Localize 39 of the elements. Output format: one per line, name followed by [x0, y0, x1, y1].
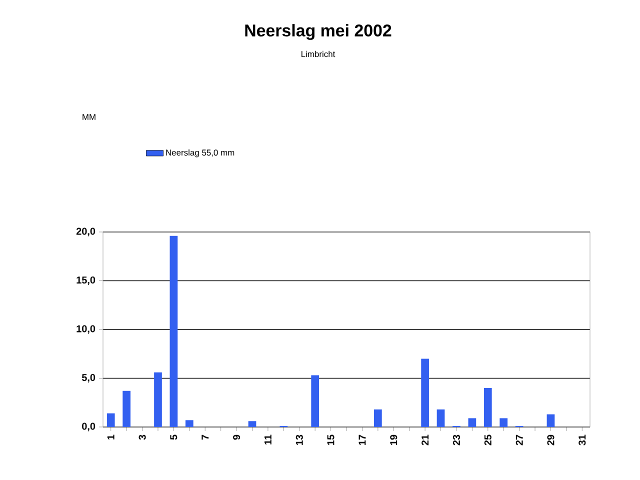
bar [500, 418, 508, 427]
legend-label: Neerslag 55,0 mm [166, 149, 234, 158]
x-tick-label: 29 [547, 434, 554, 446]
bar [484, 388, 492, 427]
y-tick-label: 5,0 [82, 374, 96, 382]
bar [185, 420, 194, 427]
x-tick-label: 5 [170, 434, 178, 440]
y-tick-label: 0,0 [82, 422, 96, 432]
bar [106, 413, 115, 427]
x-tick-label: 31 [578, 434, 586, 446]
chart-title: Neerslag mei 2002 [245, 24, 392, 40]
bar [436, 409, 445, 427]
x-tick-label: 27 [516, 434, 523, 446]
x-tick-label: 1 [107, 434, 114, 440]
bar [170, 236, 178, 427]
x-tick-label: 9 [233, 434, 240, 440]
y-tick-label: 20,0 [76, 228, 96, 236]
bar [311, 375, 320, 427]
text: MM [82, 114, 96, 120]
x-tick-label: 21 [422, 434, 429, 446]
x-tick-label: 11 [264, 434, 272, 444]
bar [546, 414, 555, 427]
x-tick-label: 19 [390, 434, 398, 445]
x-tick-label: 7 [202, 434, 209, 440]
bar [248, 421, 256, 427]
x-tick-label: 15 [327, 434, 334, 445]
x-tick-label: 17 [358, 434, 366, 445]
x-tick-label: 3 [138, 434, 146, 440]
bar [421, 358, 429, 427]
bar [154, 372, 162, 427]
bar [468, 418, 476, 427]
x-tick-label: 23 [452, 434, 460, 446]
bar [374, 409, 382, 427]
x-tick-label: 25 [484, 434, 492, 446]
chart-subtitle: Limbricht [302, 50, 336, 58]
bar [122, 390, 130, 427]
x-tick-label: 13 [296, 434, 303, 445]
y-tick-label: 10,0 [76, 325, 96, 334]
y-tick-label: 15,0 [76, 276, 96, 285]
